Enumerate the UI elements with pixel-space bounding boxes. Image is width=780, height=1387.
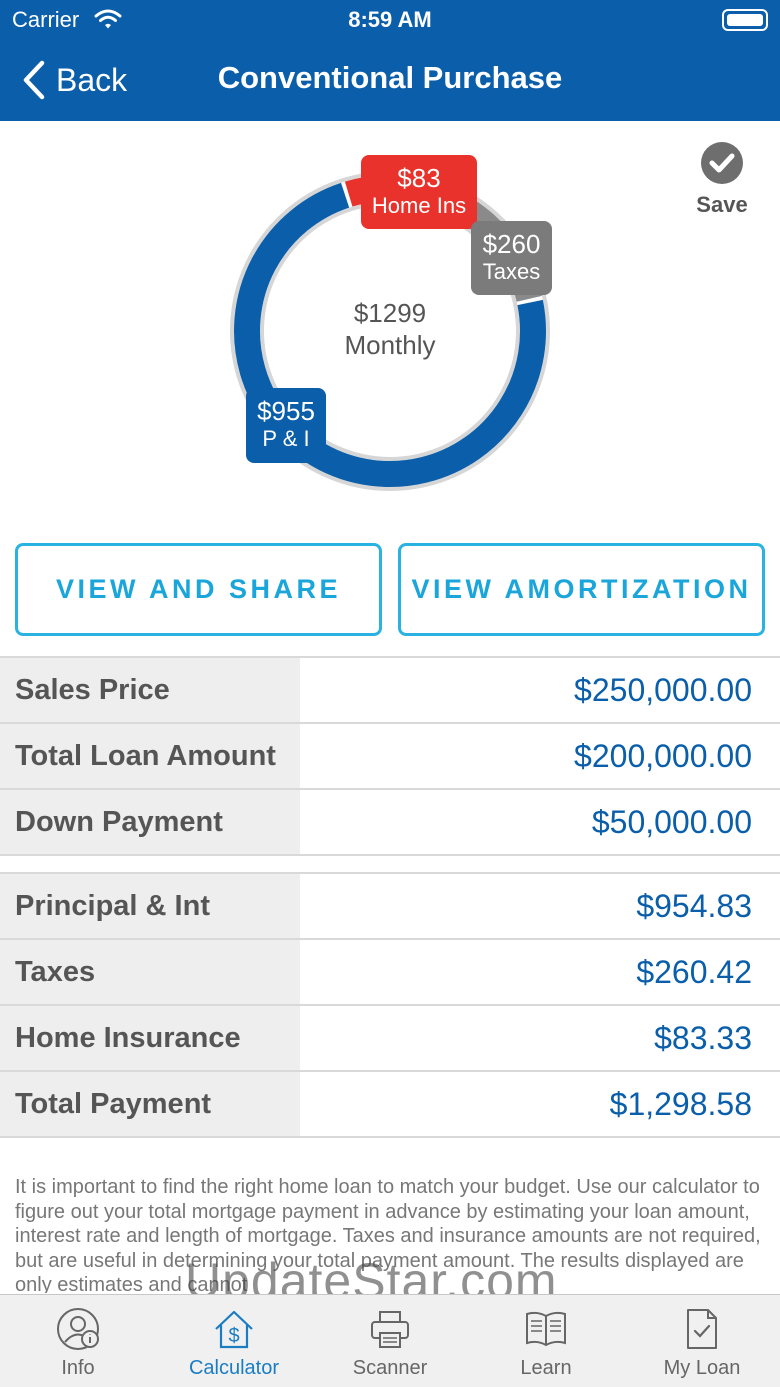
tab-label: Learn bbox=[520, 1357, 572, 1379]
row-value[interactable]: $83.33 bbox=[654, 1020, 752, 1056]
tab-calculator[interactable]: $ Calculator bbox=[156, 1295, 312, 1387]
pi-text: P & I bbox=[262, 426, 310, 451]
tab-my-loan[interactable]: My Loan bbox=[624, 1295, 780, 1387]
table-row[interactable]: Down Payment $50,000.00 bbox=[0, 790, 780, 856]
taxes-amount: $260 bbox=[482, 229, 541, 259]
svg-text:$: $ bbox=[228, 1325, 239, 1347]
nav-bar: Back Conventional Purchase bbox=[0, 40, 780, 121]
row-label: Total Payment bbox=[0, 1072, 300, 1136]
taxes-label[interactable]: $260 Taxes bbox=[471, 221, 552, 295]
row-label: Taxes bbox=[0, 940, 300, 1004]
taxes-text: Taxes bbox=[482, 259, 541, 284]
table-row[interactable]: Total Loan Amount $200,000.00 bbox=[0, 724, 780, 790]
row-value[interactable]: $954.83 bbox=[636, 888, 752, 924]
payment-table: Principal & Int $954.83 Taxes $260.42 Ho… bbox=[0, 872, 780, 1138]
home-ins-text: Home Ins bbox=[371, 193, 467, 218]
carrier-label: Carrier bbox=[12, 7, 80, 32]
row-value[interactable]: $1,298.58 bbox=[609, 1086, 752, 1122]
tab-label: Info bbox=[61, 1357, 95, 1379]
disclaimer-text: It is important to find the right home l… bbox=[15, 1176, 761, 1293]
table-row[interactable]: Total Payment $1,298.58 bbox=[0, 1072, 780, 1138]
table-row[interactable]: Sales Price $250,000.00 bbox=[0, 658, 780, 724]
home-ins-amount: $83 bbox=[397, 163, 441, 193]
view-and-share-button[interactable]: VIEW AND SHARE bbox=[15, 543, 382, 636]
table-row[interactable]: Principal & Int $954.83 bbox=[0, 874, 780, 940]
payment-chart: $1299 Monthly $83 Home Ins $260 Taxes $9… bbox=[0, 121, 780, 531]
tab-label: My Loan bbox=[663, 1357, 741, 1379]
row-label: Principal & Int bbox=[0, 874, 300, 938]
row-label: Down Payment bbox=[0, 790, 300, 854]
battery-icon bbox=[722, 9, 768, 31]
row-value[interactable]: $50,000.00 bbox=[591, 804, 752, 840]
chevron-left-icon bbox=[23, 60, 45, 100]
save-button[interactable]: Save bbox=[690, 141, 754, 218]
loan-table: Sales Price $250,000.00 Total Loan Amoun… bbox=[0, 656, 780, 856]
monthly-total: $1299 bbox=[353, 298, 427, 328]
tab-label: Calculator bbox=[188, 1357, 280, 1379]
status-time: 8:59 AM bbox=[348, 7, 432, 32]
user-info-icon bbox=[57, 1308, 99, 1350]
back-label: Back bbox=[56, 61, 128, 98]
home-ins-label[interactable]: $83 Home Ins bbox=[361, 155, 477, 229]
view-amortization-button[interactable]: VIEW AMORTIZATION bbox=[398, 543, 765, 636]
wifi-icon bbox=[94, 8, 122, 35]
document-check-icon bbox=[687, 1309, 717, 1349]
header: Carrier 8:59 AM Back Conventional Purcha… bbox=[0, 0, 780, 121]
tab-info[interactable]: Info bbox=[0, 1295, 156, 1387]
house-dollar-icon: $ bbox=[215, 1310, 253, 1349]
row-value[interactable]: $250,000.00 bbox=[574, 672, 752, 708]
tab-bar: Info $ Calculator Scanner Learn bbox=[0, 1294, 780, 1387]
printer-icon bbox=[371, 1311, 409, 1348]
status-bar: Carrier 8:59 AM bbox=[0, 0, 780, 40]
book-icon bbox=[526, 1311, 566, 1347]
row-value[interactable]: $200,000.00 bbox=[574, 738, 752, 774]
pi-label[interactable]: $955 P & I bbox=[246, 388, 326, 463]
tab-label: Scanner bbox=[352, 1357, 428, 1379]
checkmark-circle-icon bbox=[701, 142, 743, 184]
back-button[interactable]: Back bbox=[22, 56, 127, 104]
table-row[interactable]: Home Insurance $83.33 bbox=[0, 1006, 780, 1072]
monthly-label: Monthly bbox=[344, 330, 436, 360]
pi-amount: $955 bbox=[257, 396, 315, 426]
table-row[interactable]: Taxes $260.42 bbox=[0, 940, 780, 1006]
tab-learn[interactable]: Learn bbox=[468, 1295, 624, 1387]
row-label: Home Insurance bbox=[0, 1006, 300, 1070]
row-label: Sales Price bbox=[0, 658, 300, 722]
save-label: Save bbox=[696, 192, 748, 217]
row-value[interactable]: $260.42 bbox=[636, 954, 752, 990]
tab-scanner[interactable]: Scanner bbox=[312, 1295, 468, 1387]
row-label: Total Loan Amount bbox=[0, 724, 300, 788]
